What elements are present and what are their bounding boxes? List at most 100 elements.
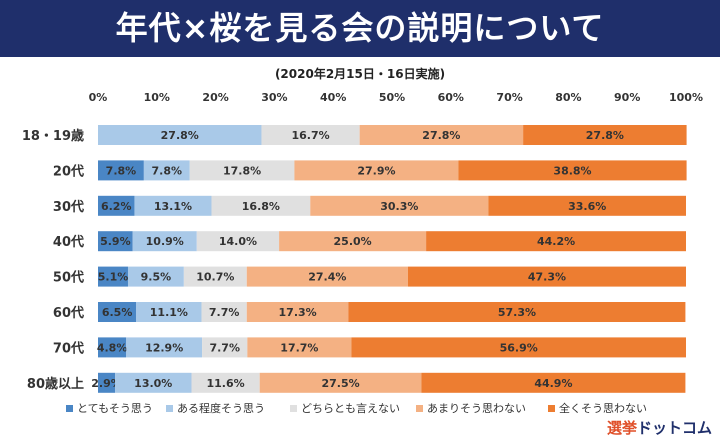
category-label: 20代: [53, 163, 84, 179]
data-label: 7.7%: [209, 306, 240, 319]
data-label: 17.3%: [279, 306, 317, 319]
bar-segment: [183, 266, 247, 287]
bar-segment: [143, 160, 190, 181]
bar-segment: [348, 302, 686, 322]
x-tick-label: 10%: [144, 91, 170, 104]
x-tick-label: 40%: [320, 91, 346, 104]
category-label: 40代: [53, 234, 84, 250]
legend-label: とてもそう思う: [77, 402, 153, 415]
data-label: 16.7%: [291, 129, 329, 142]
legend-swatch: [66, 405, 73, 412]
bar-segment: [98, 266, 128, 287]
legend-label: どちらとも言えない: [301, 402, 400, 415]
legend-swatch: [290, 405, 297, 412]
bar-segment: [134, 195, 212, 216]
bar-segment: [98, 372, 116, 393]
bar-segment: [98, 231, 133, 252]
data-label: 57.3%: [498, 306, 536, 319]
data-label: 33.6%: [568, 200, 606, 213]
data-label: 9.5%: [141, 271, 172, 284]
data-label: 56.9%: [500, 341, 538, 354]
bar-segment: [421, 372, 686, 393]
x-tick-label: 100%: [669, 91, 703, 104]
bar-segment: [201, 302, 247, 322]
data-label: 16.8%: [242, 200, 280, 213]
bar-segment: [98, 160, 144, 181]
legend-swatch: [166, 405, 173, 412]
legend-label: 全くそう思わない: [559, 401, 647, 415]
data-label: 13.1%: [154, 200, 192, 213]
data-label: 6.5%: [102, 306, 133, 319]
data-label: 30.3%: [380, 200, 418, 213]
data-label: 6.2%: [101, 200, 132, 213]
legend-label: ある程度そう思う: [177, 401, 265, 415]
bar-segment: [259, 372, 422, 393]
bar-segment: [191, 372, 260, 393]
x-tick-label: 70%: [496, 91, 522, 104]
bar-segment: [261, 125, 360, 145]
logo-text-a: 選挙: [606, 419, 637, 437]
legend-swatch: [548, 405, 555, 412]
category-label: 18・19歳: [22, 128, 84, 144]
bar-segment: [98, 125, 262, 145]
data-label: 12.9%: [145, 341, 183, 354]
x-tick-label: 0%: [89, 91, 108, 104]
site-logo: 選挙ドットコム: [607, 417, 712, 438]
bar-segment: [98, 195, 135, 216]
bar-segment: [98, 302, 137, 322]
data-label: 5.1%: [98, 271, 129, 284]
x-tick-label: 80%: [555, 91, 581, 104]
bar-segment: [458, 160, 687, 181]
bar-segment: [115, 372, 192, 393]
data-label: 7.7%: [209, 341, 240, 354]
bar-segment: [196, 231, 280, 252]
bar-segment: [127, 266, 184, 287]
data-label: 44.2%: [537, 235, 575, 248]
bar-segment: [488, 195, 686, 216]
bar-segment: [211, 195, 311, 216]
data-label: 7.8%: [152, 164, 183, 177]
x-tick-label: 30%: [261, 91, 287, 104]
x-tick-label: 60%: [438, 91, 464, 104]
bar-segment: [294, 160, 459, 181]
data-label: 47.3%: [528, 271, 566, 284]
bar-segment: [426, 231, 686, 252]
data-label: 17.7%: [280, 341, 318, 354]
data-label: 27.4%: [308, 271, 346, 284]
x-tick-label: 90%: [614, 91, 640, 104]
data-label: 27.9%: [357, 164, 395, 177]
data-label: 4.8%: [97, 341, 128, 354]
chart-subtitle: (2020年2月15日・16日実施): [275, 66, 445, 81]
data-label: 27.8%: [586, 129, 624, 142]
data-label: 11.6%: [207, 377, 245, 390]
data-label: 10.9%: [146, 235, 184, 248]
bar-segment: [126, 337, 203, 358]
category-label: 80歳以上: [27, 376, 84, 392]
data-label: 27.8%: [161, 129, 199, 142]
bar-segment: [247, 337, 352, 358]
bar-segment: [132, 231, 197, 252]
data-label: 27.5%: [321, 377, 359, 390]
bar-segment: [523, 125, 687, 145]
data-label: 17.8%: [223, 164, 261, 177]
data-label: 14.0%: [219, 235, 257, 248]
stacked-bar-chart: (2020年2月15日・16日実施) 0% 10% 20% 30% 40% 50% 60% 70…: [22, 66, 703, 415]
category-label: 50代: [53, 270, 84, 286]
bar-segment: [136, 302, 202, 322]
bar-segment: [351, 337, 686, 358]
legend-swatch: [416, 405, 423, 412]
bar-segment: [359, 125, 524, 145]
bar-segment: [98, 337, 127, 358]
bar-segment: [407, 266, 686, 287]
logo-text-b: ドットコム: [636, 419, 712, 437]
category-label: 70代: [53, 340, 84, 356]
data-label: 2.9%: [91, 377, 122, 390]
x-tick-label: 50%: [379, 91, 405, 104]
bar-segment: [202, 337, 248, 358]
page-title: 年代×桜を見る会の説明について: [0, 0, 720, 57]
data-label: 13.0%: [134, 377, 172, 390]
data-label: 10.7%: [196, 271, 234, 284]
x-tick-label: 20%: [202, 91, 228, 104]
data-label: 11.1%: [150, 306, 188, 319]
data-label: 44.9%: [534, 377, 572, 390]
